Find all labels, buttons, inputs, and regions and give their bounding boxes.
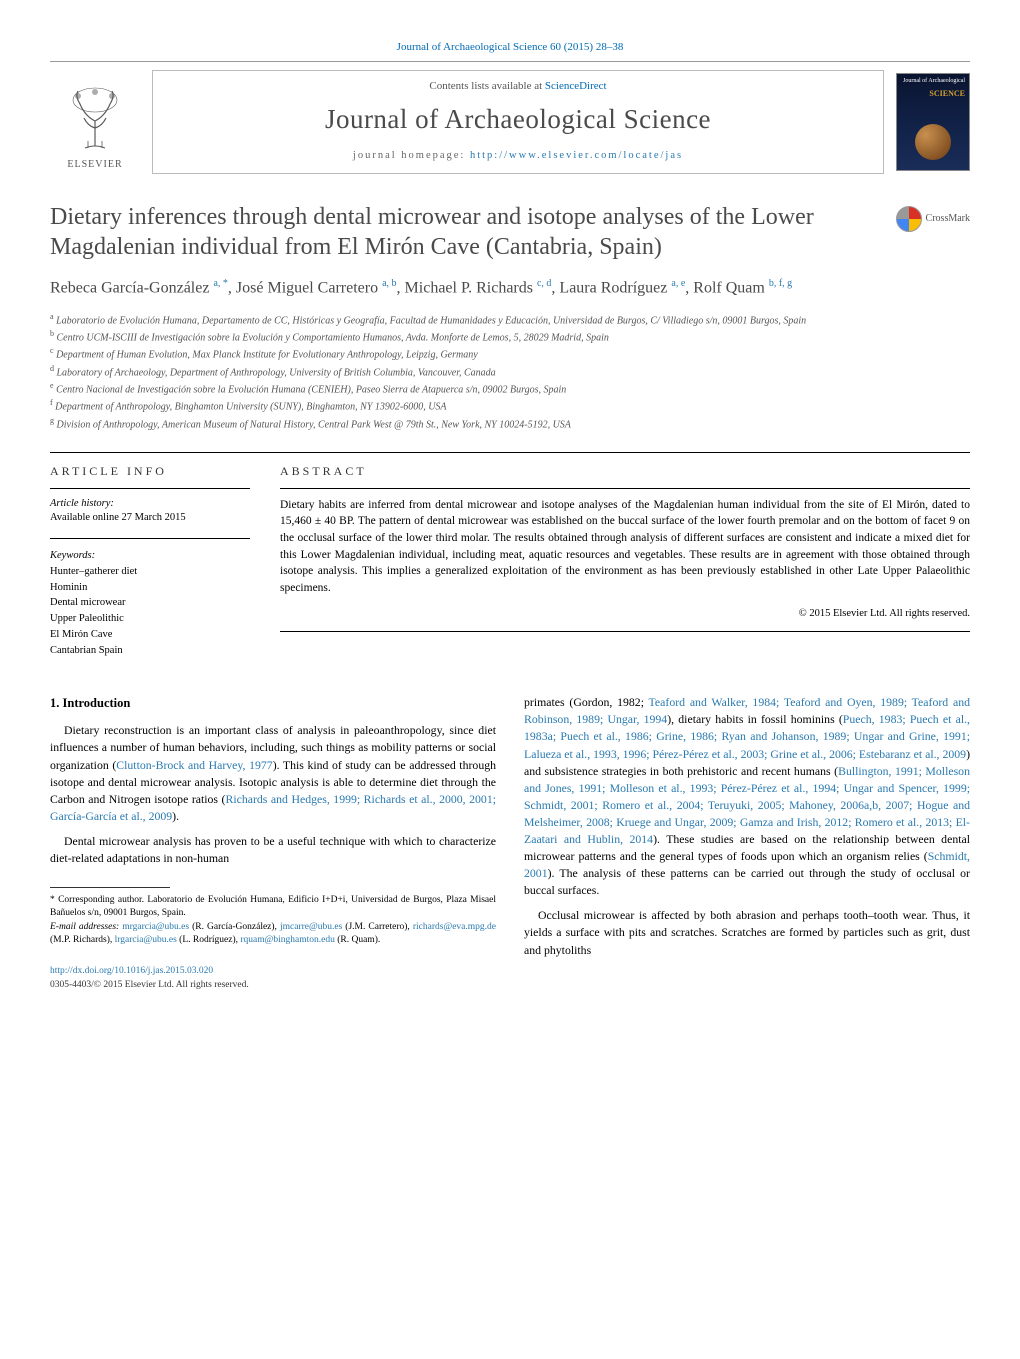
footer: http://dx.doi.org/10.1016/j.jas.2015.03.… [50, 965, 496, 993]
info-rule-2 [50, 538, 250, 539]
article-title: Dietary inferences through dental microw… [50, 202, 850, 262]
col2-p1: primates (Gordon, 1982; Teaford and Walk… [524, 694, 970, 899]
p1-text-c: ). [172, 809, 179, 823]
header-rule [50, 61, 970, 62]
email-link[interactable]: rquam@binghamton.edu [240, 935, 335, 945]
email-link[interactable]: jmcarre@ubu.es [280, 922, 342, 932]
contents-prefix: Contents lists available at [429, 80, 544, 92]
affiliations: a Laboratorio de Evolución Humana, Depar… [50, 311, 970, 432]
footnote-rule [50, 887, 170, 888]
keywords-list: Hunter–gatherer dietHomininDental microw… [50, 564, 250, 659]
crossmark-icon [896, 206, 922, 232]
c2-text-e: ). The analysis of these patterns can be… [524, 866, 970, 897]
abstract-rule [280, 488, 970, 489]
homepage-prefix: journal homepage: [353, 150, 470, 161]
left-column: 1. Introduction Dietary reconstruction i… [50, 694, 496, 993]
email-addresses: E-mail addresses: mrgarcia@ubu.es (R. Ga… [50, 921, 496, 948]
authors-line: Rebeca García-González a, *, José Miguel… [50, 276, 970, 300]
email-name: (M.P. Richards), [50, 935, 115, 945]
info-abstract-row: ARTICLE INFO Article history: Available … [50, 452, 970, 658]
abstract-copyright: © 2015 Elsevier Ltd. All rights reserved… [280, 607, 970, 622]
doi-link[interactable]: http://dx.doi.org/10.1016/j.jas.2015.03.… [50, 966, 213, 976]
c2-text-a: primates (Gordon, 1982; [524, 695, 649, 709]
emails-label: E-mail addresses: [50, 922, 122, 932]
history-label: Article history: [50, 497, 250, 512]
ref-link[interactable]: Clutton-Brock and Harvey, 1977 [116, 758, 272, 772]
intro-p2: Dental microwear analysis has proven to … [50, 833, 496, 867]
masthead: ELSEVIER Contents lists available at Sci… [50, 70, 970, 174]
intro-p1: Dietary reconstruction is an important c… [50, 722, 496, 825]
article-info-heading: ARTICLE INFO [50, 463, 250, 480]
cover-science-text: SCIENCE [929, 88, 965, 99]
sciencedirect-link[interactable]: ScienceDirect [545, 80, 607, 92]
footnotes: * Corresponding author. Laboratorio de E… [50, 894, 496, 947]
homepage-line: journal homepage: http://www.elsevier.co… [153, 149, 883, 164]
masthead-center: Contents lists available at ScienceDirec… [152, 70, 884, 174]
history-text: Available online 27 March 2015 [50, 511, 250, 526]
section-1-heading: 1. Introduction [50, 694, 496, 712]
running-head: Journal of Archaeological Science 60 (20… [50, 40, 970, 55]
keywords-label: Keywords: [50, 549, 250, 564]
email-link[interactable]: mrgarcia@ubu.es [122, 922, 189, 932]
elsevier-logo: ELSEVIER [50, 72, 140, 172]
body-columns: 1. Introduction Dietary reconstruction i… [50, 694, 970, 993]
email-name: (R. Quam). [335, 935, 380, 945]
abstract-col: ABSTRACT Dietary habits are inferred fro… [280, 463, 970, 658]
crossmark-badge[interactable]: CrossMark [896, 206, 970, 232]
title-block: Dietary inferences through dental microw… [50, 202, 970, 262]
corresponding-author-note: * Corresponding author. Laboratorio de E… [50, 894, 496, 921]
info-rule [50, 488, 250, 489]
homepage-link[interactable]: http://www.elsevier.com/locate/jas [470, 150, 683, 161]
journal-name: Journal of Archaeological Science [153, 101, 883, 139]
crossmark-label: CrossMark [926, 212, 970, 226]
abstract-heading: ABSTRACT [280, 463, 970, 480]
elsevier-wordmark: ELSEVIER [67, 158, 122, 172]
email-link[interactable]: lrgarcia@ubu.es [115, 935, 177, 945]
elsevier-tree-icon [60, 86, 130, 156]
email-name: (J.M. Carretero), [342, 922, 413, 932]
abstract-text: Dietary habits are inferred from dental … [280, 497, 970, 597]
c2-text-b: ), dietary habits in fossil hominins ( [667, 712, 843, 726]
col2-p2: Occlusal microwear is affected by both a… [524, 907, 970, 958]
journal-cover-thumb: Journal of Archaeological SCIENCE [896, 73, 970, 171]
issn-line: 0305-4403/© 2015 Elsevier Ltd. All right… [50, 980, 249, 990]
email-name: (L. Rodríguez), [177, 935, 241, 945]
right-column: primates (Gordon, 1982; Teaford and Walk… [524, 694, 970, 993]
email-name: (R. García-González), [189, 922, 280, 932]
cover-artwork [915, 124, 951, 160]
contents-line: Contents lists available at ScienceDirec… [153, 79, 883, 94]
article-info-col: ARTICLE INFO Article history: Available … [50, 463, 250, 658]
email-link[interactable]: richards@eva.mpg.de [413, 922, 496, 932]
cover-top-text: Journal of Archaeological [903, 78, 965, 85]
abstract-bottom-rule [280, 631, 970, 632]
